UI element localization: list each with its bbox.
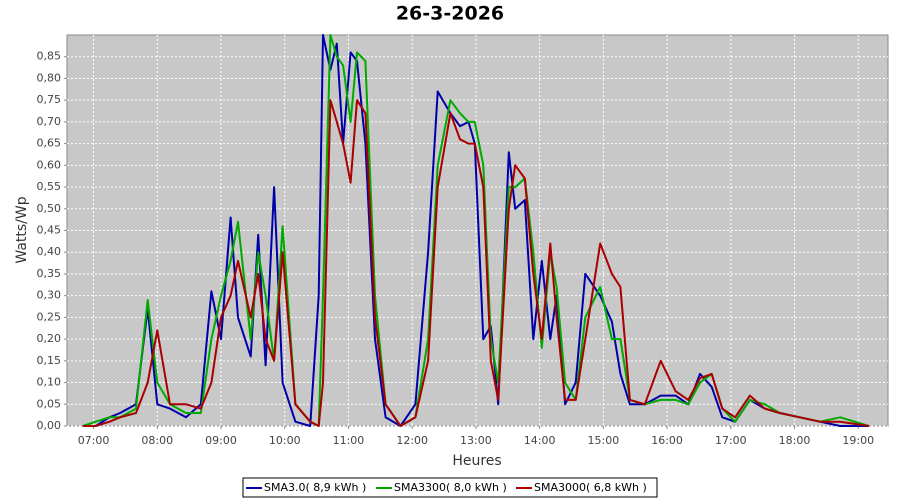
y-tick-label: 0,85 — [37, 50, 62, 63]
y-tick-label: 0,45 — [37, 224, 62, 237]
y-tick-label: 0,75 — [37, 93, 62, 106]
x-tick-label: 13:00 — [460, 434, 492, 447]
x-tick-label: 12:00 — [396, 434, 428, 447]
y-tick-label: 0,25 — [37, 310, 62, 323]
y-tick-label: 0,60 — [37, 158, 62, 171]
legend-label: SMA3000( 6,8 kWh ) — [534, 481, 647, 494]
y-tick-label: 0,10 — [37, 376, 62, 389]
y-tick-label: 0,55 — [37, 180, 62, 193]
series-line — [82, 34, 870, 427]
y-tick-label: 0,80 — [37, 71, 62, 84]
y-tick-label: 0,30 — [37, 289, 62, 302]
series-line — [82, 99, 870, 427]
y-tick-label: 0,65 — [37, 137, 62, 150]
legend — [242, 477, 658, 498]
y-tick-label: 0,35 — [37, 267, 62, 280]
x-tick-label: 07:00 — [78, 434, 110, 447]
chart-title: 26-3-2026 — [396, 3, 504, 25]
x-tick-label: 11:00 — [333, 434, 365, 447]
legend-label: SMA3300( 8,0 kWh ) — [394, 481, 507, 494]
y-tick-label: 0,50 — [37, 202, 62, 215]
x-tick-label: 08:00 — [141, 434, 173, 447]
y-axis-label: Watts/Wp — [14, 196, 30, 263]
x-tick-label: 15:00 — [588, 434, 620, 447]
x-tick-label: 18:00 — [779, 434, 811, 447]
y-tick-label: 0,00 — [37, 419, 62, 432]
y-tick-label: 0,40 — [37, 245, 62, 258]
legend-label: SMA3.0( 8,9 kWh ) — [264, 481, 366, 494]
x-tick-label: 19:00 — [842, 434, 874, 447]
x-tick-label: 17:00 — [715, 434, 747, 447]
x-tick-label: 09:00 — [205, 434, 237, 447]
x-tick-label: 16:00 — [651, 434, 683, 447]
y-tick-label: 0,15 — [37, 354, 62, 367]
y-tick-label: 0,70 — [37, 115, 62, 128]
x-axis-label: Heures — [452, 453, 501, 469]
y-tick-label: 0,20 — [37, 332, 62, 345]
x-tick-label: 14:00 — [524, 434, 556, 447]
y-tick-label: 0,05 — [37, 397, 62, 410]
x-tick-label: 10:00 — [269, 434, 301, 447]
